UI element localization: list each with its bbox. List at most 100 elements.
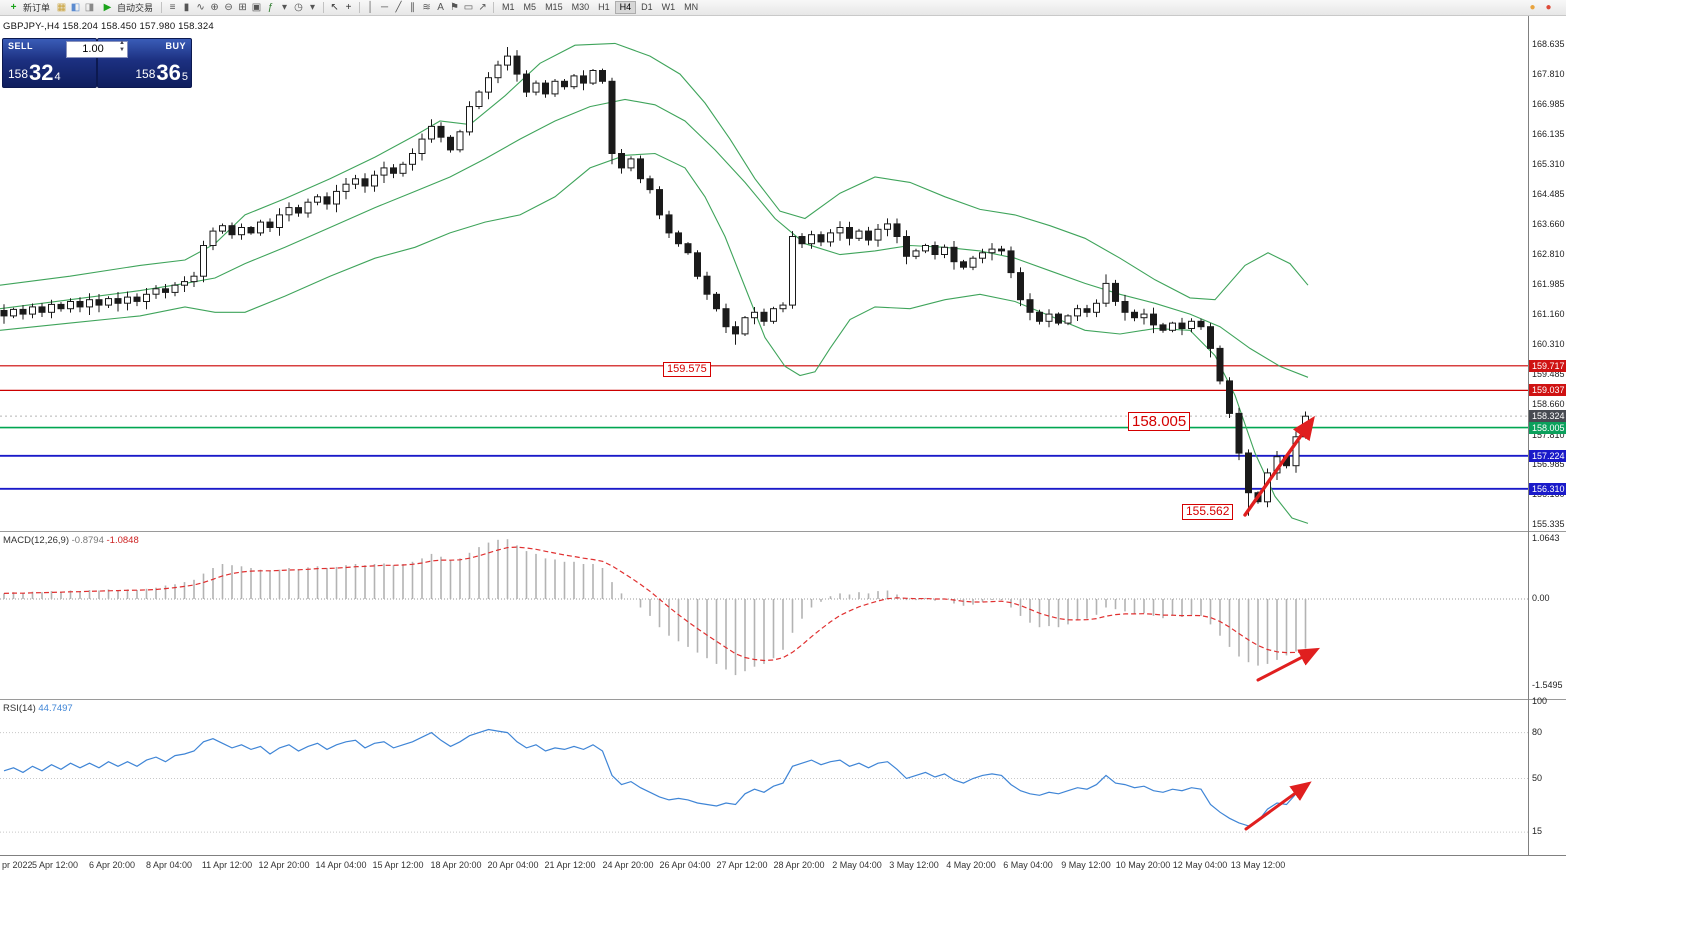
alert-icon[interactable]: ● bbox=[1545, 1, 1552, 13]
buy-price-big: 158 bbox=[135, 67, 156, 81]
line-chart-icon[interactable]: ∿ bbox=[196, 1, 205, 13]
price-tick: 158.660 bbox=[1532, 399, 1565, 409]
indicators-dropdown-icon[interactable]: ▾ bbox=[282, 1, 288, 13]
sell-price-pips: 32 bbox=[29, 60, 54, 86]
price-tick: 155.335 bbox=[1532, 519, 1565, 529]
price-annotation[interactable]: 155.562 bbox=[1182, 504, 1234, 520]
data-window-icon[interactable]: ◨ bbox=[84, 1, 95, 13]
price-tick: 157.810 bbox=[1532, 430, 1565, 440]
quote-line: GBPJPY-,H4 158.204 158.450 157.980 158.3… bbox=[3, 21, 214, 32]
toolbar: + 新订单 ▦ ◧ ◨ ▶ 自动交易 ≡ ▮ ∿ ⊕ ⊖ ⊞ ▣ ƒ ▾ ◷ ▾ ↖ + │ ─ ╱ ∥ ≋ A ⚑ ▭… bbox=[0, 0, 1566, 16]
candlestick-chart[interactable] bbox=[0, 16, 1528, 531]
price-tick: 166.985 bbox=[1532, 99, 1565, 109]
toolbar-left-icons: ▦ ◧ ◨ bbox=[55, 1, 96, 15]
timeframe-h1[interactable]: H1 bbox=[598, 2, 610, 12]
timeframe-m30[interactable]: M30 bbox=[571, 2, 590, 12]
toolbar-draw-icons: │ ─ ╱ ∥ ≋ A ⚑ ▭ ↗ bbox=[364, 1, 489, 15]
macd-axis-value: -1.5495 bbox=[1532, 680, 1563, 690]
timeframe-mn[interactable]: MN bbox=[684, 2, 699, 12]
sell-label: SELL bbox=[8, 41, 34, 51]
price-annotation[interactable]: 159.575 bbox=[663, 362, 711, 377]
timeframe-m5[interactable]: M5 bbox=[523, 2, 537, 12]
time-label: 11 Apr 12:00 bbox=[201, 860, 253, 870]
charts-window-icon[interactable]: ▦ bbox=[56, 1, 67, 13]
toolbar-separator bbox=[493, 2, 495, 13]
rsi-panel[interactable]: RSI(14) 44.7497 bbox=[0, 699, 1566, 855]
time-label: 5 Apr 12:00 bbox=[31, 860, 79, 870]
arrows-icon[interactable]: ↗ bbox=[478, 1, 487, 13]
autotrade-button[interactable]: ▶ 自动交易 bbox=[97, 1, 157, 15]
macd-axis-value: 1.0643 bbox=[1532, 533, 1560, 543]
rsi-label: RSI(14) 44.7497 bbox=[3, 703, 73, 714]
tile-windows-icon[interactable]: ▣ bbox=[251, 1, 262, 13]
bar-chart-icon[interactable]: ≡ bbox=[169, 1, 176, 13]
macd-panel[interactable]: MACD(12,26,9) -0.8794 -1.0848 bbox=[0, 531, 1566, 699]
zoom-in-icon[interactable]: ⊕ bbox=[210, 1, 219, 13]
macd-name: MACD(12,26,9) bbox=[3, 535, 69, 546]
axis-separator bbox=[1528, 16, 1529, 855]
timeframe-w1[interactable]: W1 bbox=[661, 2, 676, 12]
channel-icon[interactable]: ∥ bbox=[410, 1, 416, 13]
new-order-plus-icon: + bbox=[10, 1, 17, 13]
grid-icon[interactable]: ⊞ bbox=[238, 1, 247, 13]
zoom-out-icon[interactable]: ⊖ bbox=[224, 1, 233, 13]
crosshair-icon[interactable]: + bbox=[345, 1, 352, 13]
buy-price-pips: 36 bbox=[156, 60, 181, 86]
time-label: 21 Apr 12:00 bbox=[544, 860, 596, 870]
timeframe-d1[interactable]: D1 bbox=[641, 2, 653, 12]
fibonacci-icon[interactable]: ≋ bbox=[422, 1, 431, 13]
text-icon[interactable]: A bbox=[437, 1, 444, 13]
timeframe-m15[interactable]: M15 bbox=[545, 2, 563, 12]
autotrade-label: 自动交易 bbox=[117, 3, 154, 13]
volume-down-icon[interactable]: ▼ bbox=[119, 47, 125, 53]
new-order-button[interactable]: + 新订单 bbox=[3, 1, 54, 15]
sell-price: 158 32 4 bbox=[8, 60, 61, 86]
price-tag: 158.324 bbox=[1529, 410, 1566, 422]
time-label: 4 May 20:00 bbox=[946, 860, 996, 870]
time-label: 20 Apr 04:00 bbox=[487, 860, 539, 870]
macd-chart[interactable] bbox=[0, 532, 1528, 699]
trendline-icon[interactable]: ╱ bbox=[395, 1, 402, 13]
profiles-icon[interactable]: ◧ bbox=[70, 1, 81, 13]
toolbar-chart-icons: ≡ ▮ ∿ ⊕ ⊖ ⊞ ▣ ƒ ▾ ◷ ▾ bbox=[166, 1, 319, 15]
notification-icon[interactable]: ● bbox=[1529, 1, 1536, 13]
price-tag: 158.005 bbox=[1529, 422, 1566, 434]
buy-label: BUY bbox=[165, 41, 186, 51]
price-axis[interactable]: 168.635 167.810 166.985 166.135 165.310 164.4… bbox=[1529, 16, 1566, 855]
sell-price-big: 158 bbox=[8, 67, 29, 81]
periods-clock-icon[interactable]: ◷ bbox=[294, 1, 303, 13]
time-label: 2 May 04:00 bbox=[832, 860, 882, 870]
macd-label: MACD(12,26,9) -0.8794 -1.0848 bbox=[3, 535, 139, 546]
time-label: 10 May 20:00 bbox=[1115, 860, 1171, 870]
price-tick: 167.810 bbox=[1532, 69, 1565, 79]
rsi-axis-value: 80 bbox=[1532, 727, 1543, 737]
templates-dropdown-icon[interactable]: ▾ bbox=[310, 1, 316, 13]
horizontal-line-icon[interactable]: ─ bbox=[380, 1, 389, 13]
rsi-chart[interactable] bbox=[0, 700, 1528, 855]
time-label: 3 May 12:00 bbox=[889, 860, 939, 870]
volume-up-icon[interactable]: ▲ bbox=[119, 40, 125, 46]
indicators-icon[interactable]: ƒ bbox=[267, 1, 274, 13]
candlestick-chart-icon[interactable]: ▮ bbox=[183, 1, 190, 13]
label-flag-icon[interactable]: ⚑ bbox=[450, 1, 460, 13]
time-axis[interactable]: pr 2022 5 Apr 12:00 6 Apr 20:00 8 Apr 04:00… bbox=[0, 855, 1566, 876]
price-tick: 164.485 bbox=[1532, 189, 1565, 199]
vertical-line-icon[interactable]: │ bbox=[367, 1, 374, 13]
buy-price-sup: 5 bbox=[181, 71, 188, 83]
autotrade-play-icon: ▶ bbox=[103, 1, 112, 13]
shapes-icon[interactable]: ▭ bbox=[463, 1, 474, 13]
timeframe-m1[interactable]: M1 bbox=[502, 2, 515, 12]
price-tag: 159.037 bbox=[1529, 384, 1566, 396]
macd-axis-value: 0.00 bbox=[1532, 593, 1550, 603]
price-tick: 161.160 bbox=[1532, 309, 1565, 319]
price-tick: 166.135 bbox=[1532, 129, 1565, 139]
price-annotation[interactable]: 158.005 bbox=[1128, 412, 1191, 432]
time-label: 15 Apr 12:00 bbox=[372, 860, 424, 870]
timeframe-h4[interactable]: H4 bbox=[614, 1, 637, 14]
one-click-trading-panel: SELL 158 32 4 BUY 158 36 5 ▲ ▼ bbox=[2, 38, 192, 88]
volume-input[interactable] bbox=[66, 40, 128, 58]
main-chart-panel[interactable]: GBPJPY-,H4 158.204 158.450 157.980 158.3… bbox=[0, 16, 1566, 531]
time-label: 26 Apr 04:00 bbox=[659, 860, 711, 870]
cursor-icon[interactable]: ↖ bbox=[330, 1, 339, 13]
